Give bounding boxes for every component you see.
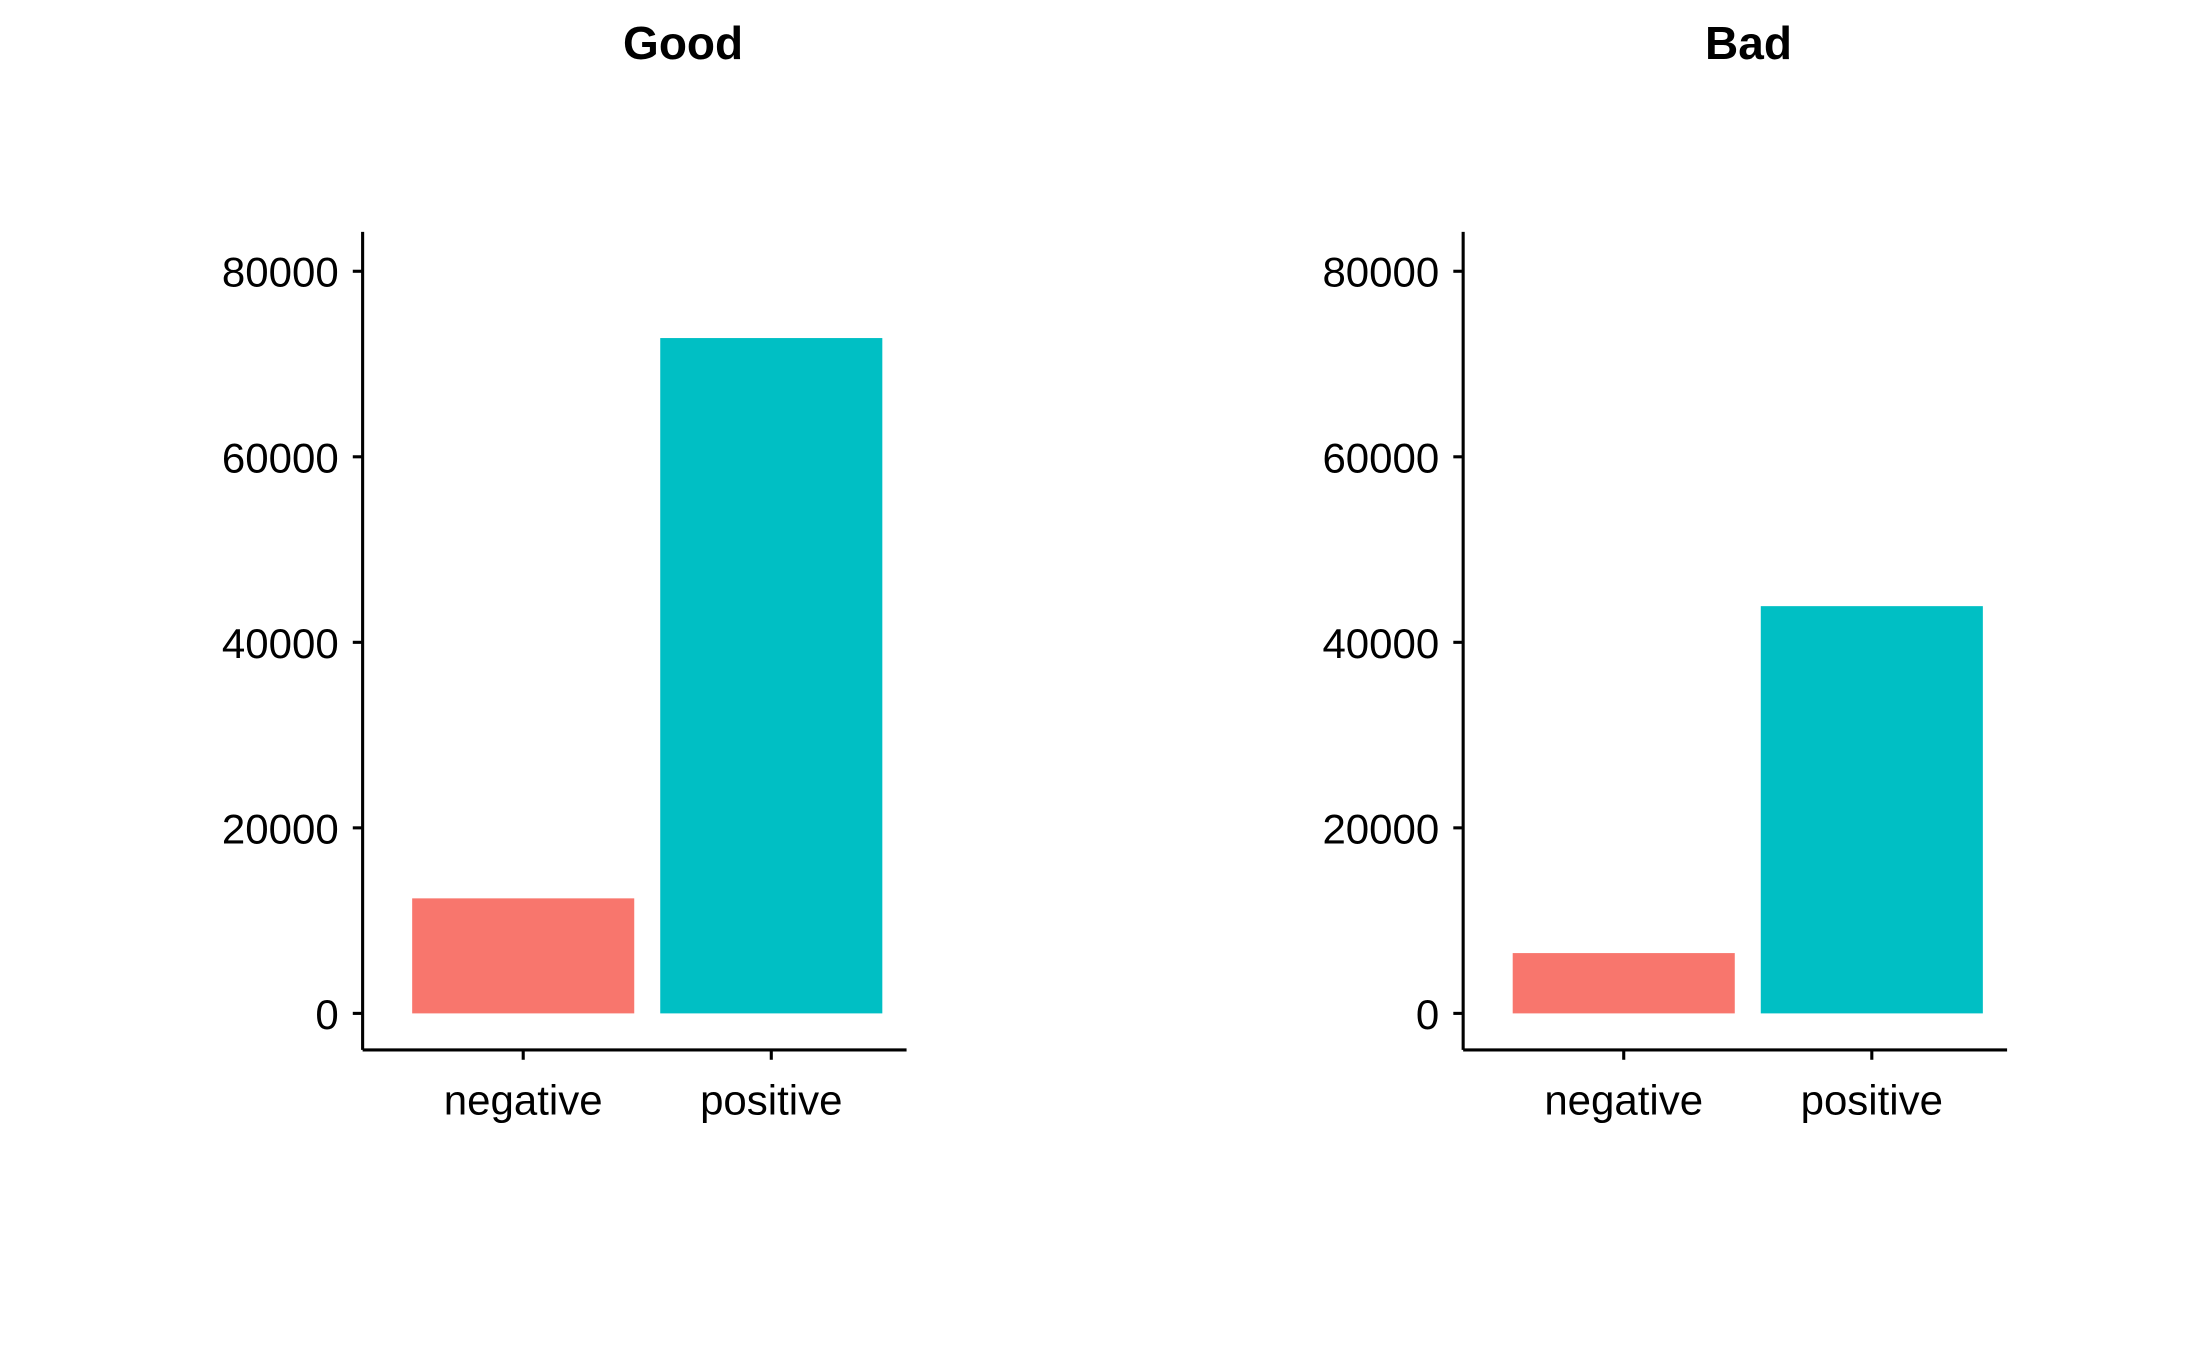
x-tick-label: negative (444, 1077, 603, 1124)
bar-negative (412, 898, 635, 1014)
y-tick-label: 20000 (222, 805, 339, 852)
panel-title: Good (623, 17, 743, 69)
chart-panel-bad: Bad 0 20000 40000 60000 80000 negative positiv… (1322, 17, 2008, 1124)
bar-positive (660, 338, 883, 1014)
y-tick-label: 0 (1416, 991, 1439, 1038)
x-tick-label: positive (1801, 1077, 1943, 1124)
y-tick-label: 40000 (1322, 620, 1439, 667)
y-tick-label: 80000 (1322, 249, 1439, 296)
panel-title: Bad (1705, 17, 1792, 69)
x-tick-label: negative (1544, 1077, 1703, 1124)
y-tick-label: 60000 (222, 434, 339, 481)
y-tick-label: 0 (315, 991, 338, 1038)
bar-positive (1760, 606, 1983, 1014)
x-tick-label: positive (700, 1077, 842, 1124)
chart-panel-good: Good 0 20000 40000 60000 80000 negative positi… (222, 17, 907, 1124)
y-tick-label: 40000 (222, 620, 339, 667)
y-tick-label: 60000 (1322, 434, 1439, 481)
y-tick-label: 80000 (222, 249, 339, 296)
bar-negative (1512, 953, 1735, 1014)
y-tick-label: 20000 (1322, 805, 1439, 852)
